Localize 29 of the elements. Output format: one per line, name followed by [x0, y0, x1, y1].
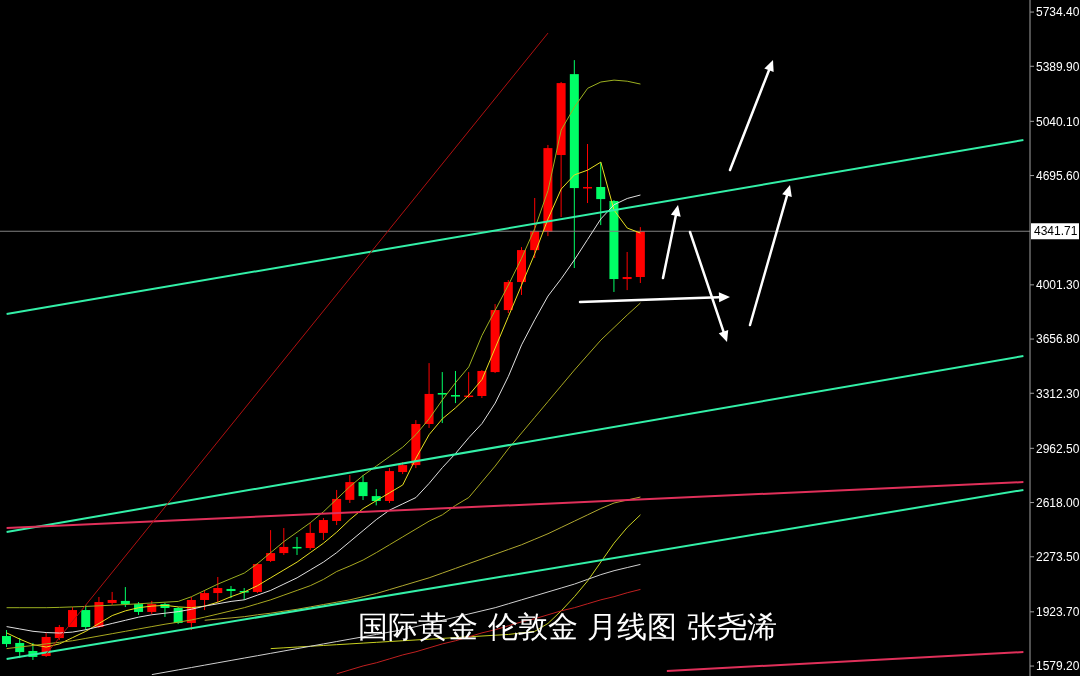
candlestick — [450, 370, 460, 404]
y-tick-label: 5734.40 — [1036, 5, 1080, 20]
candlestick — [226, 585, 236, 599]
ref-line-label: 4341.71 — [1034, 224, 1078, 239]
y-tick-label: 2273.50 — [1036, 550, 1080, 565]
y-tick-label: 1579.20 — [1036, 659, 1080, 674]
y-tick-label: 4695.60 — [1036, 168, 1080, 183]
candlestick — [120, 586, 130, 608]
candlestick — [345, 474, 355, 504]
y-tick-label: 5040.10 — [1036, 114, 1080, 129]
candlestick — [107, 591, 117, 606]
candlestick — [437, 371, 447, 424]
candlestick — [305, 522, 315, 551]
y-tick-label: 3656.80 — [1036, 332, 1080, 347]
y-tick-label: 2962.50 — [1036, 441, 1080, 456]
y-tick-label: 4001.30 — [1036, 278, 1080, 293]
y-tick-label: 5389.90 — [1036, 59, 1080, 74]
candlestick — [358, 474, 368, 501]
y-tick-label: 2618.00 — [1036, 495, 1080, 510]
candlestick — [81, 604, 91, 631]
candlestick — [318, 517, 328, 541]
candlestick — [200, 589, 210, 611]
y-tick-label: 3312.30 — [1036, 386, 1080, 401]
candlestick — [266, 529, 276, 563]
candlestick — [622, 251, 632, 291]
candlestick — [213, 576, 223, 603]
y-tick-label: 1923.70 — [1036, 605, 1080, 620]
candlestick — [279, 527, 289, 556]
candlestick — [596, 161, 606, 226]
